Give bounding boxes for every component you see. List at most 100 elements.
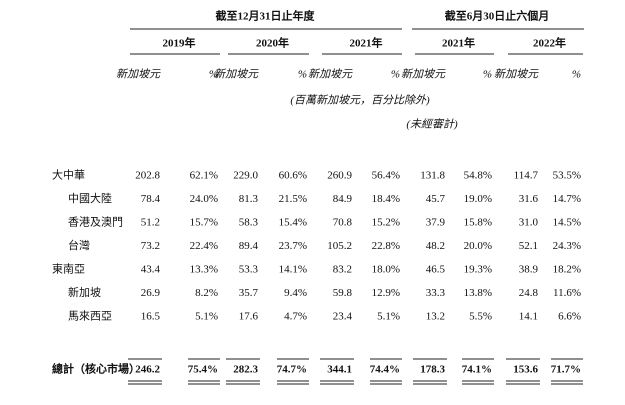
cell: 282.3	[233, 364, 258, 376]
year-header: 2022年	[533, 36, 566, 50]
cell: 19.3%	[464, 264, 492, 276]
cell: 22.8%	[372, 240, 400, 252]
cell: 31.6	[519, 193, 539, 205]
cell: 14.1%	[279, 264, 307, 276]
cell: 246.2	[135, 364, 160, 376]
cell: 23.7%	[279, 240, 307, 252]
cell: 4.7%	[284, 311, 307, 323]
cell: 17.6	[239, 311, 259, 323]
cell: 35.7	[239, 287, 259, 299]
cell: 33.3	[426, 287, 446, 299]
cell: 22.4%	[190, 240, 218, 252]
pct-header: %	[572, 69, 581, 81]
cell: 13.2	[426, 311, 445, 323]
group-header: 截至6月30日止六個月	[445, 9, 550, 23]
cell: 6.6%	[558, 311, 581, 323]
cell: 75.4%	[188, 364, 218, 376]
cell: 105.2	[327, 240, 352, 252]
cell: 13.8%	[464, 287, 492, 299]
cell: 15.2%	[372, 217, 400, 229]
cell: 74.4%	[370, 364, 400, 376]
cell: 24.0%	[190, 193, 218, 205]
group-header: 截至12月31日止年度	[216, 9, 316, 23]
cell: 131.8	[420, 170, 445, 182]
row-label: 新加坡	[68, 285, 101, 299]
year-header: 2020年	[256, 36, 289, 50]
cell: 11.6%	[553, 287, 581, 299]
year-header: 2021年	[442, 36, 475, 50]
year-header: 2021年	[350, 36, 383, 50]
cell: 260.9	[327, 170, 352, 182]
cell: 74.1%	[462, 364, 492, 376]
row-label: 中國大陸	[68, 191, 112, 205]
cell: 48.2	[426, 240, 445, 252]
cell: 202.8	[135, 170, 160, 182]
cell: 14.7%	[553, 193, 581, 205]
cell: 18.0%	[372, 264, 400, 276]
cell: 5.1%	[195, 311, 218, 323]
cell: 23.4	[333, 311, 353, 323]
cell: 15.8%	[464, 217, 492, 229]
unit-header: 新加坡元	[308, 68, 353, 81]
cell: 78.4	[141, 193, 161, 205]
pct-header: %	[209, 69, 218, 81]
cell: 53.5%	[553, 170, 581, 182]
unit-header: 新加坡元	[214, 68, 259, 81]
cell: 5.1%	[377, 311, 400, 323]
cell: 24.3%	[553, 240, 581, 252]
pct-header: %	[391, 69, 400, 81]
cell: 84.9	[333, 193, 353, 205]
cell: 31.0	[519, 217, 539, 229]
cell: 52.1	[519, 240, 538, 252]
cell: 58.3	[239, 217, 259, 229]
cell: 18.4%	[372, 193, 400, 205]
cell: 60.6%	[279, 170, 307, 182]
cell: 18.2%	[553, 264, 581, 276]
cell: 46.5	[426, 264, 446, 276]
unit-header: 新加坡元	[494, 68, 539, 81]
row-label: 馬來西亞	[68, 310, 112, 323]
cell: 89.4	[239, 240, 259, 252]
row-label: 總計（核心市場）	[52, 362, 140, 376]
units-note: (百萬新加坡元，百分比除外)	[290, 94, 430, 107]
cell: 37.9	[426, 217, 446, 229]
cell: 15.7%	[190, 217, 218, 229]
cell: 20.0%	[464, 240, 492, 252]
cell: 9.4%	[284, 287, 307, 299]
pct-header: %	[298, 69, 307, 81]
cell: 14.1	[519, 311, 538, 323]
unaudited-note: (未經審計)	[406, 118, 458, 131]
unit-header: 新加坡元	[401, 68, 446, 81]
cell: 5.5%	[469, 311, 492, 323]
cell: 229.0	[233, 170, 258, 182]
row-label: 台灣	[68, 238, 90, 252]
cell: 344.1	[327, 364, 352, 376]
row-label: 香港及澳門	[68, 216, 123, 229]
cell: 62.1%	[190, 170, 218, 182]
cell: 53.3	[239, 264, 259, 276]
cell: 43.4	[141, 264, 161, 276]
cell: 56.4%	[372, 170, 400, 182]
row-label: 大中華	[52, 168, 85, 182]
cell: 153.6	[513, 364, 538, 376]
cell: 81.3	[239, 193, 259, 205]
cell: 54.8%	[464, 170, 492, 182]
cell: 83.2	[333, 264, 352, 276]
cell: 16.5	[141, 311, 161, 323]
cell: 13.3%	[190, 264, 218, 276]
cell: 45.7	[426, 193, 446, 205]
cell: 19.0%	[464, 193, 492, 205]
cell: 21.5%	[279, 193, 307, 205]
cell: 38.9	[519, 264, 539, 276]
cell: 178.3	[420, 364, 445, 376]
cell: 51.2	[141, 217, 160, 229]
cell: 8.2%	[195, 287, 218, 299]
cell: 114.7	[514, 170, 539, 182]
unit-header: 新加坡元	[116, 68, 161, 81]
row-label: 東南亞	[52, 263, 85, 276]
cell: 74.7%	[277, 364, 307, 376]
cell: 15.4%	[279, 217, 307, 229]
cell: 59.8	[333, 287, 353, 299]
cell: 12.9%	[372, 287, 400, 299]
